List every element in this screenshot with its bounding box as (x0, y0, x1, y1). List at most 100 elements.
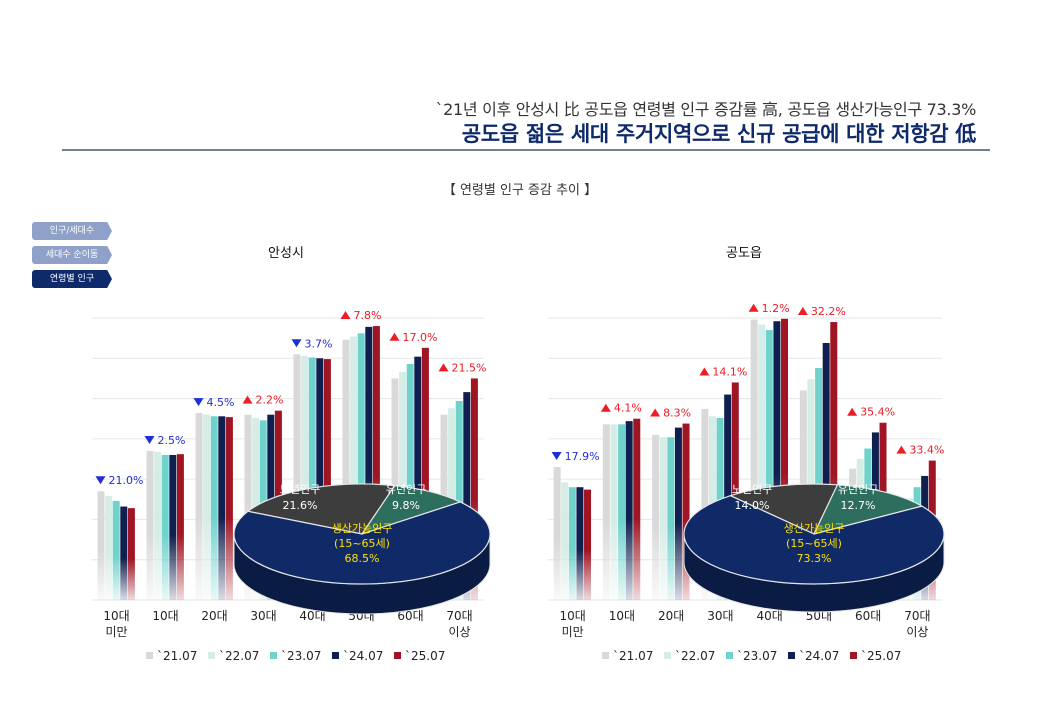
title-divider (62, 149, 990, 151)
x-tick-label: 50대 (806, 609, 832, 623)
pie-slice-label: 노년인구 (280, 483, 320, 496)
pie-slice (233, 501, 491, 585)
x-tick-label: 30대 (250, 609, 276, 623)
bar (781, 318, 789, 600)
page-subtitle: `21년 이후 안성시 比 공도읍 연령별 인구 증감률 高, 공도읍 생산가능… (435, 100, 976, 119)
sidebar-tabs: 인구/세대수 세대수 순이동 연령별 인구 (32, 222, 112, 294)
bar (323, 359, 331, 600)
bar (561, 482, 569, 600)
bar (406, 363, 414, 600)
up-triangle-icon (438, 363, 449, 372)
bar (610, 424, 618, 600)
up-triangle-icon (699, 367, 710, 376)
pie-slice-value: 14.0% (735, 499, 770, 512)
bar (301, 355, 309, 600)
legend-swatch (602, 652, 609, 659)
page-title: 공도읍 젊은 세대 주거지역으로 신규 공급에 대한 저항감 低 (461, 122, 977, 146)
sidebar-tab-age-population[interactable]: 연령별 인구 (32, 270, 112, 288)
up-triangle-icon (896, 445, 907, 454)
up-triangle-icon (600, 403, 611, 412)
bar (576, 487, 584, 600)
change-rate-label: 14.1% (712, 365, 747, 378)
legend-swatch (394, 652, 401, 659)
bar (830, 322, 838, 600)
legend-label: `22.07 (675, 649, 715, 663)
pie-slice-label: 유년인구 (386, 483, 426, 496)
change-rate-label: 17.0% (403, 331, 438, 344)
section-caption: 【 연령별 인구 증감 추이 】 (442, 183, 598, 198)
x-tick-label: 40대 (756, 609, 782, 623)
population-pie-1: 노년인구 14.0% 유년인구 12.7% 생산가능인구 (15~65세) 73.3% (683, 483, 945, 613)
bar (652, 434, 660, 600)
pie-slice (246, 483, 396, 535)
pie-slice (683, 495, 945, 585)
up-triangle-icon (650, 408, 661, 417)
chart-title: 공도읍 (726, 246, 762, 261)
bar (169, 454, 177, 600)
bar (350, 336, 358, 600)
bar (146, 450, 154, 600)
bar (342, 339, 350, 600)
bar (112, 500, 120, 600)
legend-swatch (208, 652, 215, 659)
bar (773, 321, 781, 600)
pie-slice-value: 21.6% (283, 499, 318, 512)
pie-slice-value: 68.5% (345, 552, 380, 565)
down-triangle-icon (193, 398, 204, 407)
change-rate-label: 21.5% (452, 361, 487, 374)
bar (750, 319, 758, 600)
legend-label: `21.07 (613, 649, 653, 663)
x-tick-label: 10대 (609, 609, 635, 623)
change-rate-label: 35.4% (860, 406, 895, 419)
chart-title: 안성시 (268, 246, 304, 261)
bar (293, 354, 301, 600)
legend-label: `24.07 (343, 649, 383, 663)
bar (176, 454, 184, 600)
pie-slice-sublabel: (15~65세) (334, 537, 390, 550)
legend-swatch (270, 652, 277, 659)
bar (463, 392, 471, 600)
change-rate-label: 17.9% (565, 450, 600, 463)
bar (244, 414, 252, 600)
change-rate-label: 3.7% (305, 337, 333, 350)
x-tick-label: 이상 (906, 625, 928, 639)
sidebar-tab-population-households[interactable]: 인구/세대수 (32, 222, 112, 240)
bar (633, 418, 641, 600)
bar (120, 506, 128, 600)
sidebar-tab-household-net-migration[interactable]: 세대수 순이동 (32, 246, 112, 264)
bar (308, 357, 316, 600)
bar (210, 416, 218, 600)
bar (568, 487, 576, 600)
x-tick-label: 10대 (152, 609, 178, 623)
legend-label: `22.07 (219, 649, 259, 663)
bar (372, 326, 380, 600)
pie-slice (728, 483, 839, 535)
change-rate-label: 32.2% (811, 305, 846, 318)
bar (414, 356, 422, 600)
x-tick-label: 20대 (658, 609, 684, 623)
change-rate-label: 1.2% (762, 302, 790, 315)
bar (127, 508, 135, 600)
bar (758, 324, 766, 600)
x-tick-label: 60대 (397, 609, 423, 623)
down-triangle-icon (551, 452, 562, 461)
bar (195, 413, 203, 600)
x-tick-label: 10대 (103, 609, 129, 623)
bar (225, 417, 233, 600)
bar (625, 421, 633, 600)
x-tick-label: 20대 (201, 609, 227, 623)
x-tick-label: 이상 (448, 625, 470, 639)
bar (218, 416, 226, 600)
x-tick-label: 미만 (105, 625, 127, 639)
bar (731, 382, 739, 600)
bar (602, 424, 610, 600)
change-rate-label: 33.4% (909, 444, 944, 457)
pie-slice-value: 73.3% (797, 552, 832, 565)
bar (203, 414, 211, 600)
down-triangle-icon (95, 476, 106, 485)
pie-slice-sublabel: (15~65세) (786, 537, 842, 550)
pie-slice-label: 노년인구 (732, 483, 772, 496)
legend-swatch (726, 652, 733, 659)
